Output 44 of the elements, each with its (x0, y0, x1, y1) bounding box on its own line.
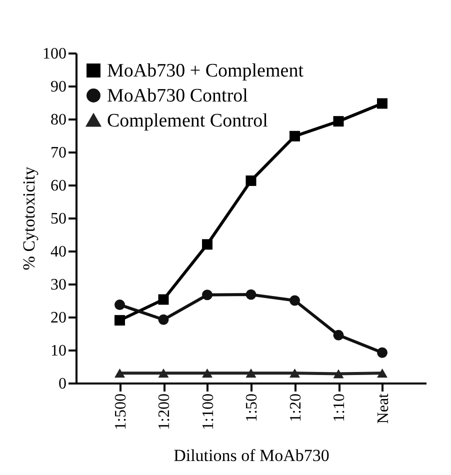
legend-label: MoAb730 + Complement (107, 60, 304, 82)
x-tick-label: 1:20 (287, 394, 304, 422)
y-tick-label: 90 (50, 78, 66, 96)
y-tick-label: 30 (50, 276, 66, 294)
point (246, 175, 256, 186)
point (377, 347, 388, 358)
x-tick-label: 1:100 (200, 394, 217, 430)
y-tick-label: 0 (58, 376, 66, 392)
point (202, 290, 212, 300)
point (246, 289, 256, 300)
y-tick-label: 40 (50, 244, 66, 260)
point (377, 98, 388, 109)
point (377, 368, 388, 378)
x-tick-label: 1:500 (112, 394, 130, 430)
point (333, 116, 344, 127)
point (333, 330, 344, 340)
x-tick-label: 1:10 (331, 394, 348, 422)
point (333, 369, 344, 378)
x-axis-title: Dilutions of MoAb730 (174, 446, 330, 465)
legend-label: MoAb730 Control (107, 86, 248, 106)
point (290, 130, 300, 142)
x-tick-label: 1:50 (244, 394, 260, 422)
legend-label: Complement Control (107, 110, 268, 132)
point (290, 295, 300, 306)
point (158, 294, 169, 305)
y-tick-label: 60 (50, 178, 66, 194)
point (158, 314, 169, 325)
y-tick-label: 20 (50, 310, 66, 326)
point (202, 368, 212, 378)
y-tick-label: 80 (50, 112, 66, 128)
point (202, 239, 212, 250)
point (114, 300, 125, 310)
y-tick-label: 10 (50, 342, 66, 360)
x-tick-label: 1:200 (156, 394, 173, 430)
y-axis-title: % Cytotoxicity (20, 166, 38, 270)
point (114, 315, 125, 326)
y-tick-label: 50 (50, 210, 66, 228)
x-tick-label: Neat (374, 392, 392, 424)
point (114, 368, 125, 378)
point (158, 368, 169, 378)
point (246, 368, 256, 378)
y-tick-label: 70 (50, 144, 66, 162)
y-tick-label: 100 (42, 46, 66, 62)
point (290, 368, 300, 378)
